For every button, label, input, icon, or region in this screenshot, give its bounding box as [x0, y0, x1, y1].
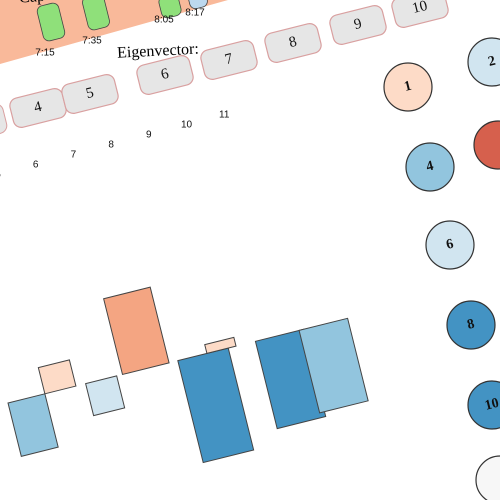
- button-box: [200, 40, 258, 80]
- event-time: 8:17: [185, 8, 205, 19]
- bar: [298, 317, 369, 414]
- node[interactable]: 10: [467, 380, 500, 430]
- node-label: 4: [425, 159, 435, 175]
- bar-chart: [7, 286, 369, 464]
- node[interactable]: 8: [446, 300, 496, 350]
- index-label: 6: [33, 160, 39, 171]
- timeline-event[interactable]: [187, 0, 208, 10]
- timeline: Cap 7:15 7:35 8:05 8:17: [0, 0, 228, 64]
- node-circle: [467, 380, 500, 430]
- index-label: 11: [219, 110, 230, 121]
- node[interactable]: 4: [405, 142, 455, 192]
- node-circle: [383, 62, 433, 112]
- button-label: 8: [287, 34, 298, 51]
- timeline-event[interactable]: [81, 0, 111, 31]
- node[interactable]: [475, 455, 500, 500]
- node-label: 8: [466, 317, 476, 333]
- node-circle: [467, 37, 500, 87]
- button-label: 9: [352, 16, 363, 33]
- eigenvector-button[interactable]: 9: [328, 4, 388, 46]
- node-label: 10: [483, 396, 500, 414]
- bar: [103, 286, 170, 376]
- button-box: [264, 23, 322, 63]
- eigenvector-button[interactable]: 6: [135, 54, 195, 96]
- event-time: 7:35: [82, 36, 102, 47]
- node[interactable]: [473, 120, 500, 170]
- index-label: 5: [0, 170, 1, 181]
- node[interactable]: 2: [467, 37, 500, 87]
- partial-button[interactable]: [0, 102, 8, 142]
- index-label: 9: [146, 130, 152, 141]
- button-label: 5: [84, 85, 95, 102]
- eigenvector-button[interactable]: 4: [8, 87, 68, 129]
- eigenvector-button[interactable]: 7: [199, 39, 259, 81]
- node-circle: [446, 300, 496, 350]
- node-circle: [475, 455, 500, 500]
- eigenvector-button[interactable]: 5: [60, 73, 120, 115]
- index-label: 7: [71, 150, 77, 161]
- node-label: 2: [487, 54, 497, 70]
- button-box: [391, 0, 449, 28]
- event-time: 8:05: [154, 15, 174, 26]
- button-label: 7: [223, 51, 235, 68]
- bar: [37, 359, 77, 395]
- button-label: 4: [32, 99, 44, 116]
- node-circle: [405, 142, 455, 192]
- node-label: 6: [445, 237, 455, 253]
- node-label: 1: [403, 79, 413, 95]
- button-box: [61, 74, 119, 114]
- node-circle: [425, 220, 475, 270]
- bar: [204, 336, 237, 355]
- button-label: 6: [159, 66, 171, 83]
- button-box: [136, 55, 194, 95]
- index-label: 8: [108, 140, 114, 151]
- bar: [7, 393, 59, 457]
- index-label: 10: [181, 120, 193, 131]
- eigenvector-button[interactable]: 8: [263, 22, 323, 64]
- bar: [85, 375, 126, 417]
- button-box: [329, 5, 387, 45]
- eigenvector-button[interactable]: 10: [390, 0, 450, 29]
- node-circle: [473, 120, 500, 170]
- event-time: 7:15: [35, 48, 55, 59]
- bar: [177, 347, 255, 464]
- timeline-caption: Cap: [18, 0, 45, 7]
- timeline-event[interactable]: [36, 2, 66, 42]
- timeline-event[interactable]: [158, 0, 183, 19]
- node[interactable]: 6: [425, 220, 475, 270]
- node[interactable]: 1: [383, 62, 433, 112]
- button-label: 10: [411, 0, 429, 17]
